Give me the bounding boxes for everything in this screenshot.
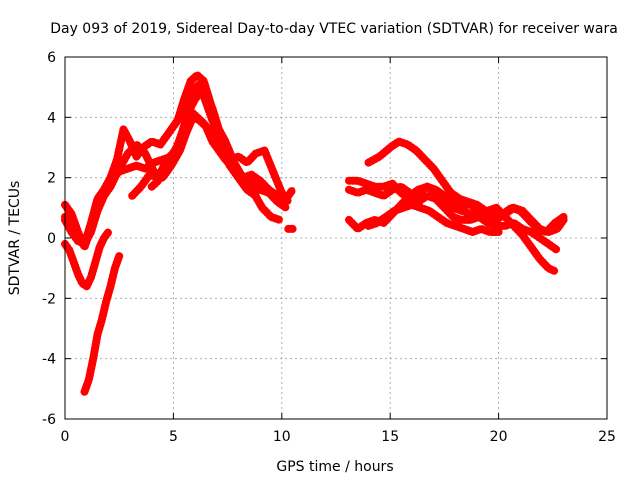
x-axis-label: GPS time / hours [276, 459, 393, 475]
data-series-group [61, 71, 568, 396]
y-axis-label: SDTVAR / TECUs [7, 181, 23, 296]
x-tick-label: 25 [598, 429, 616, 445]
series-markers-track-4 [61, 228, 113, 291]
x-tick-label: 15 [381, 429, 399, 445]
y-tick-label: 4 [47, 110, 56, 126]
y-tick-label: 2 [47, 171, 56, 187]
series-markers-track-12 [364, 137, 568, 236]
y-tick-label: -6 [42, 412, 56, 428]
x-tick-label: 0 [61, 429, 70, 445]
series-markers-track-9 [345, 176, 559, 276]
grid [65, 57, 607, 419]
x-tick-label: 10 [273, 429, 291, 445]
series-markers-track-5 [80, 252, 124, 396]
x-tick-label: 20 [490, 429, 508, 445]
axis-ticks: 0 5 10 15 20 25 -6 -4 -2 0 2 4 6 [42, 50, 616, 445]
series-markers-track-13 [364, 200, 503, 236]
series-markers-track-10 [345, 182, 562, 255]
y-tick-label: -4 [42, 352, 56, 368]
series-markers-track-7 [147, 107, 260, 200]
chart-title: Day 093 of 2019, Sidereal Day-to-day VTE… [50, 21, 618, 37]
y-tick-label: 0 [47, 231, 56, 247]
y-tick-label: -2 [42, 291, 56, 307]
series-markers-track-3 [61, 113, 291, 248]
y-tick-label: 6 [47, 50, 56, 66]
x-tick-label: 5 [169, 429, 178, 445]
